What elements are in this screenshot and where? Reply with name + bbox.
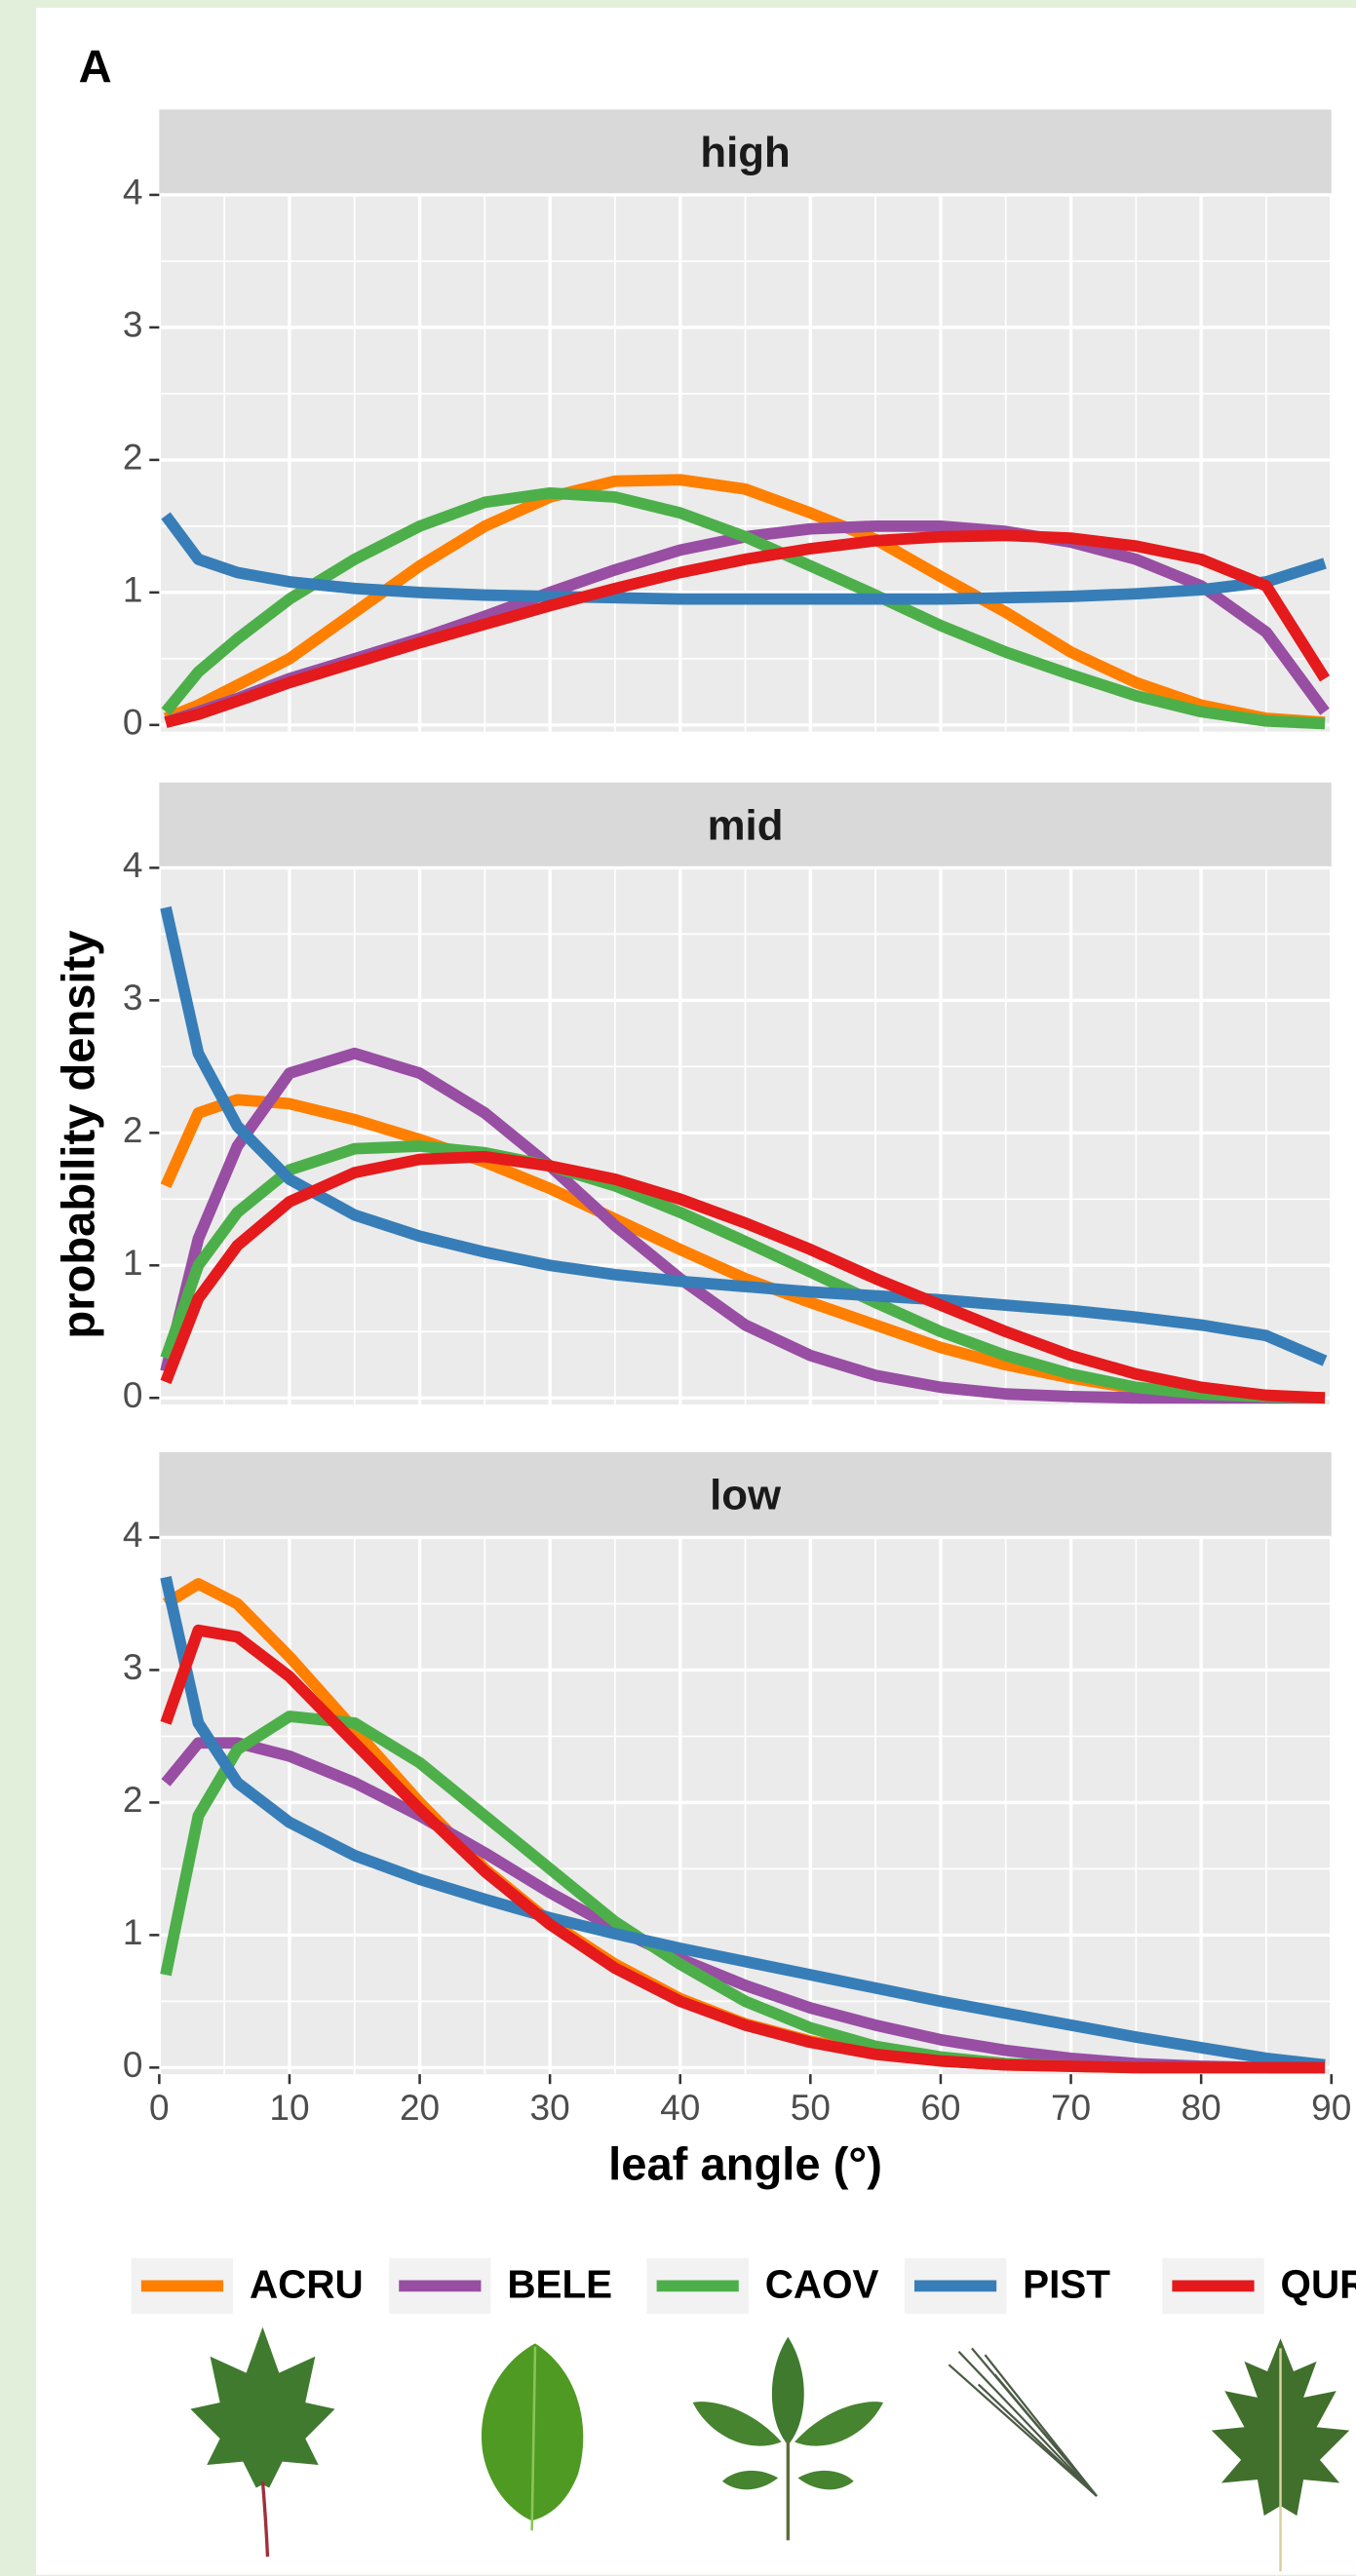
series-line [163, 474, 1326, 728]
leaf-bele [481, 2343, 584, 2531]
y-tick-label: 0 [123, 2044, 143, 2085]
y-tick-label: 1 [123, 569, 143, 610]
y-tick-label: 1 [123, 1242, 143, 1283]
x-tick-label: 70 [1051, 2087, 1091, 2128]
leaf-caov [692, 2336, 884, 2541]
series-line [160, 1150, 1326, 1404]
x-axis-label: leaf angle (°) [608, 2138, 882, 2190]
x-tick-label: 80 [1182, 2087, 1221, 2128]
facet-title: low [710, 1472, 782, 1519]
x-tick-label: 60 [920, 2087, 960, 2128]
x-tick-label: 30 [530, 2087, 570, 2128]
series-group [160, 1575, 1326, 2074]
panel-label: A [79, 40, 112, 92]
facet-strip [159, 1451, 1332, 1538]
x-tick-label: 10 [269, 2087, 309, 2128]
y-axis-label: probability density [53, 930, 104, 1338]
y-tick-label: 0 [123, 702, 143, 743]
x-tick-label: 40 [660, 2087, 700, 2128]
series-group [161, 474, 1331, 730]
legend-label: PIST [1023, 2262, 1110, 2307]
leaf-images [190, 2326, 1350, 2572]
legend-label: QURU [1281, 2262, 1356, 2307]
y-tick-label: 2 [123, 1779, 143, 1820]
facet-strip [159, 782, 1332, 868]
series-line [164, 529, 1331, 728]
y-tick-label: 0 [123, 1374, 143, 1415]
series-line [160, 1624, 1326, 2074]
leaf-pist [948, 2347, 1098, 2497]
x-tick-label: 90 [1311, 2087, 1351, 2128]
series-group [160, 905, 1328, 1404]
legend-label: ACRU [250, 2262, 364, 2307]
series-line [160, 1140, 1326, 1404]
series-line [161, 512, 1327, 605]
leaf-quru [1211, 2338, 1350, 2572]
legend-label: BELE [507, 2262, 612, 2307]
series-line [161, 486, 1326, 730]
y-tick-label: 2 [123, 437, 143, 478]
series-line [160, 905, 1328, 1366]
y-tick-label: 3 [123, 1646, 143, 1687]
facet-title: mid [708, 802, 784, 850]
x-tick-label: 50 [791, 2087, 831, 2128]
y-tick-label: 3 [123, 977, 143, 1018]
series-line [160, 1047, 1326, 1404]
facet-strip [159, 109, 1332, 195]
leaf-acru [190, 2326, 335, 2557]
facet-title: high [700, 129, 790, 176]
y-tick-label: 4 [123, 172, 143, 212]
y-tick-label: 1 [123, 1911, 143, 1952]
x-tick-label: 0 [149, 2087, 170, 2128]
y-tick-label: 3 [123, 304, 143, 345]
y-tick-label: 4 [123, 844, 143, 885]
x-tick-label: 20 [400, 2087, 440, 2128]
legend-label: CAOV [765, 2262, 879, 2307]
series-line [160, 1575, 1326, 2071]
y-tick-label: 4 [123, 1514, 143, 1555]
y-tick-label: 2 [123, 1109, 143, 1150]
